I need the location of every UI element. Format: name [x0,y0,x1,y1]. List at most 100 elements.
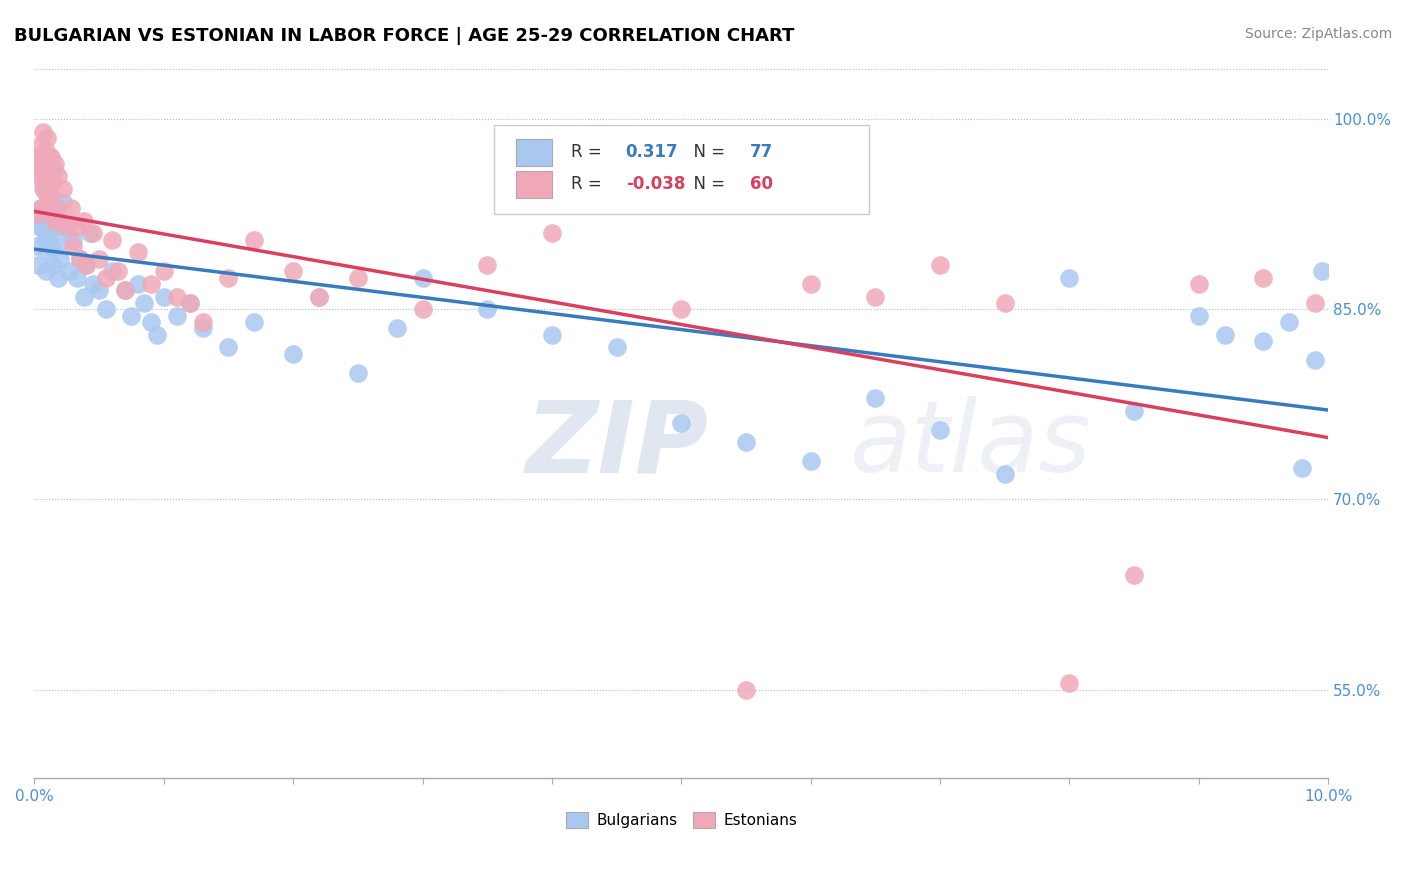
Point [41,258,63,272]
Point [929,258,952,272]
Point [865,391,887,405]
Point [134,296,156,310]
Point [38,227,60,241]
Point [37,188,59,202]
Point [75,258,97,272]
Point [27,258,49,272]
Text: atlas: atlas [849,396,1091,493]
Point [1059,270,1081,285]
Point [994,467,1017,481]
Point [1123,403,1146,417]
Point [179,296,201,310]
Point [30,201,52,215]
Point [66,270,89,285]
Text: -0.038: -0.038 [626,175,685,194]
Point [38,194,60,209]
Point [1253,270,1275,285]
Point [42,213,65,227]
Point [308,290,330,304]
Point [127,277,149,291]
Point [800,454,823,468]
Point [37,169,59,184]
Point [1278,315,1301,329]
Text: ZIP: ZIP [526,396,709,493]
Point [800,277,823,291]
Point [243,233,266,247]
Point [82,277,104,291]
Point [37,245,59,260]
Point [217,270,239,285]
Point [101,264,124,278]
Point [1303,353,1326,368]
Point [152,290,174,304]
Point [412,270,434,285]
Point [42,162,65,177]
Point [42,219,65,234]
Point [166,309,188,323]
Point [38,162,60,177]
Point [49,252,72,266]
Point [94,302,117,317]
Point [32,125,55,139]
Point [191,321,214,335]
Point [671,417,693,431]
Point [1188,277,1211,291]
Point [1291,460,1313,475]
Point [146,327,169,342]
Point [541,327,564,342]
Point [166,290,188,304]
Point [66,219,89,234]
Point [735,435,758,450]
Point [46,270,69,285]
Point [44,156,66,170]
Point [39,150,62,164]
FancyBboxPatch shape [494,125,869,214]
Point [152,264,174,278]
Point [38,162,60,177]
Point [671,302,693,317]
Point [35,144,58,158]
Point [72,290,94,304]
Point [25,239,48,253]
Point [44,194,66,209]
Point [72,213,94,227]
Point [38,207,60,221]
Point [101,233,124,247]
FancyBboxPatch shape [516,139,553,166]
Point [59,201,82,215]
Point [34,182,56,196]
FancyBboxPatch shape [516,170,553,198]
Point [179,296,201,310]
Point [1310,264,1333,278]
Point [45,239,67,253]
Point [994,296,1017,310]
Point [30,156,52,170]
Point [45,201,67,215]
Point [28,219,51,234]
Point [79,227,101,241]
Point [35,264,58,278]
Point [46,169,69,184]
Point [94,270,117,285]
Point [541,227,564,241]
Point [35,201,58,215]
Point [34,169,56,184]
Point [30,201,52,215]
Point [281,264,304,278]
Text: N =: N = [682,144,730,161]
Point [308,290,330,304]
Point [114,283,136,297]
Point [27,150,49,164]
Point [55,227,77,241]
Point [31,150,53,164]
Point [1253,334,1275,348]
Text: BULGARIAN VS ESTONIAN IN LABOR FORCE | AGE 25-29 CORRELATION CHART: BULGARIAN VS ESTONIAN IN LABOR FORCE | A… [14,27,794,45]
Point [1123,568,1146,582]
Point [28,169,51,184]
Point [120,309,142,323]
Point [385,321,408,335]
Point [87,252,110,266]
Point [477,302,499,317]
Point [82,227,104,241]
Point [62,239,84,253]
